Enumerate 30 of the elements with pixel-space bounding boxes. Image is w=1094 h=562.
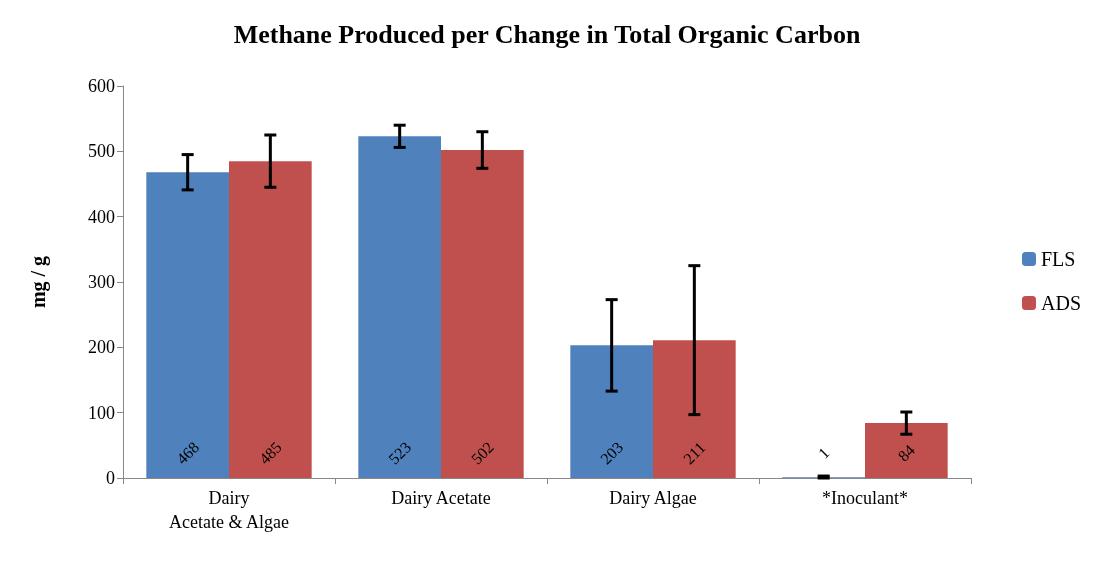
bar — [358, 136, 441, 478]
y-axis-title: mg / g — [27, 255, 50, 309]
y-tick-label: 500 — [88, 141, 115, 162]
data-label: 502 — [467, 438, 497, 468]
data-label: 203 — [597, 438, 627, 468]
x-tick-label: Dairy Algae — [609, 488, 697, 508]
bar — [229, 161, 312, 478]
y-tick-label: 200 — [88, 337, 115, 358]
bar — [441, 150, 524, 478]
x-tick-label: *Inoculant* — [822, 488, 908, 508]
legend-label: ADS — [1040, 292, 1082, 314]
data-label: 1 — [814, 444, 833, 462]
y-tick-label: 600 — [88, 76, 115, 96]
legend-label: FLS — [1040, 248, 1076, 270]
bar — [146, 172, 229, 478]
data-label: 84 — [894, 441, 919, 465]
data-label: 468 — [173, 438, 203, 468]
data-label: 211 — [680, 438, 709, 468]
data-label: 485 — [255, 438, 285, 468]
bar — [570, 345, 653, 478]
data-label: 523 — [385, 438, 415, 468]
bar — [865, 423, 948, 478]
y-tick-label: 300 — [88, 272, 115, 292]
x-tick-label: Dairy Acetate — [391, 488, 491, 508]
x-tick-label: Dairy Acetate & Algae — [169, 488, 289, 532]
y-tick-label: 400 — [88, 206, 115, 227]
chart-title: Methane Produced per Change in Total Organic Carbon — [233, 19, 861, 49]
bar — [653, 340, 736, 478]
y-tick-label: 100 — [88, 402, 115, 423]
y-tick-label: 0 — [106, 468, 115, 488]
